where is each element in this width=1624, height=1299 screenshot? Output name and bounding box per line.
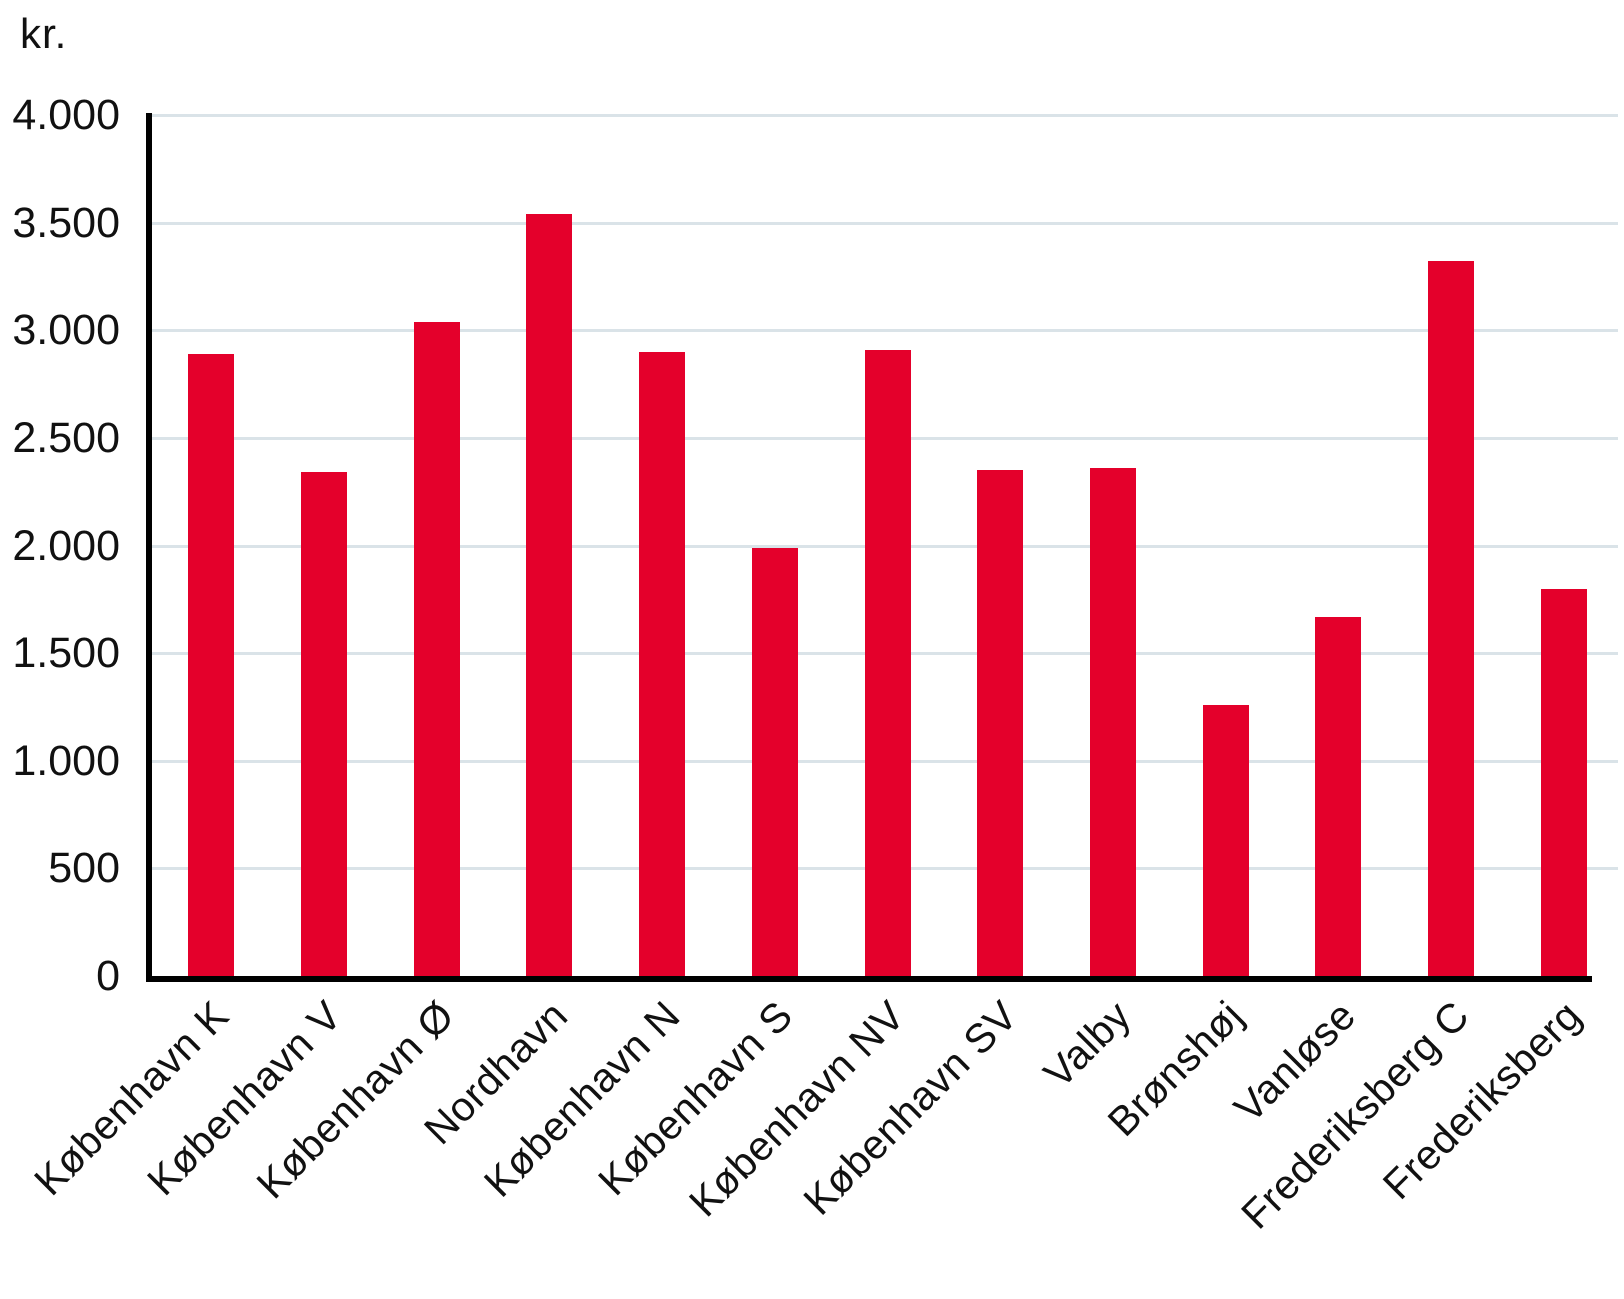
y-axis-tick-label: 3.500 (12, 199, 120, 247)
x-axis-line (146, 976, 1592, 982)
bar (414, 322, 460, 976)
y-axis-line (146, 113, 152, 982)
bar (1090, 468, 1136, 976)
bar (526, 214, 572, 976)
x-axis-label: København V (138, 992, 351, 1205)
bar (865, 350, 911, 976)
x-axis-label: København K (25, 992, 238, 1205)
y-axis-unit-label: kr. (20, 10, 68, 57)
y-axis-tick-label: 500 (48, 844, 120, 892)
bar (188, 354, 234, 976)
x-axis-label: København N (474, 992, 689, 1206)
x-axis-label: Frederiksberg (1374, 992, 1591, 1208)
bar (639, 352, 685, 976)
y-axis-tick-label: 0 (96, 952, 120, 1000)
gridline (152, 329, 1618, 332)
y-axis-tick-label: 2.500 (12, 414, 120, 462)
bar (977, 470, 1023, 976)
x-axis-label: København S (589, 992, 802, 1205)
x-axis-label: Valby (1034, 992, 1140, 1097)
bar (1428, 261, 1474, 976)
bar (752, 548, 798, 976)
y-axis-tick-label: 4.000 (12, 91, 120, 139)
y-axis-tick-label: 1.500 (12, 629, 120, 677)
y-axis-tick-label: 2.000 (12, 522, 120, 570)
gridline (152, 222, 1618, 225)
x-axis-label: København Ø (247, 992, 464, 1208)
gridline (152, 114, 1618, 117)
y-axis-tick-label: 3.000 (12, 306, 120, 354)
bar (1203, 705, 1249, 976)
bar (1315, 617, 1361, 976)
bar (301, 472, 347, 976)
bar (1541, 589, 1587, 976)
y-axis-tick-label: 1.000 (12, 737, 120, 785)
